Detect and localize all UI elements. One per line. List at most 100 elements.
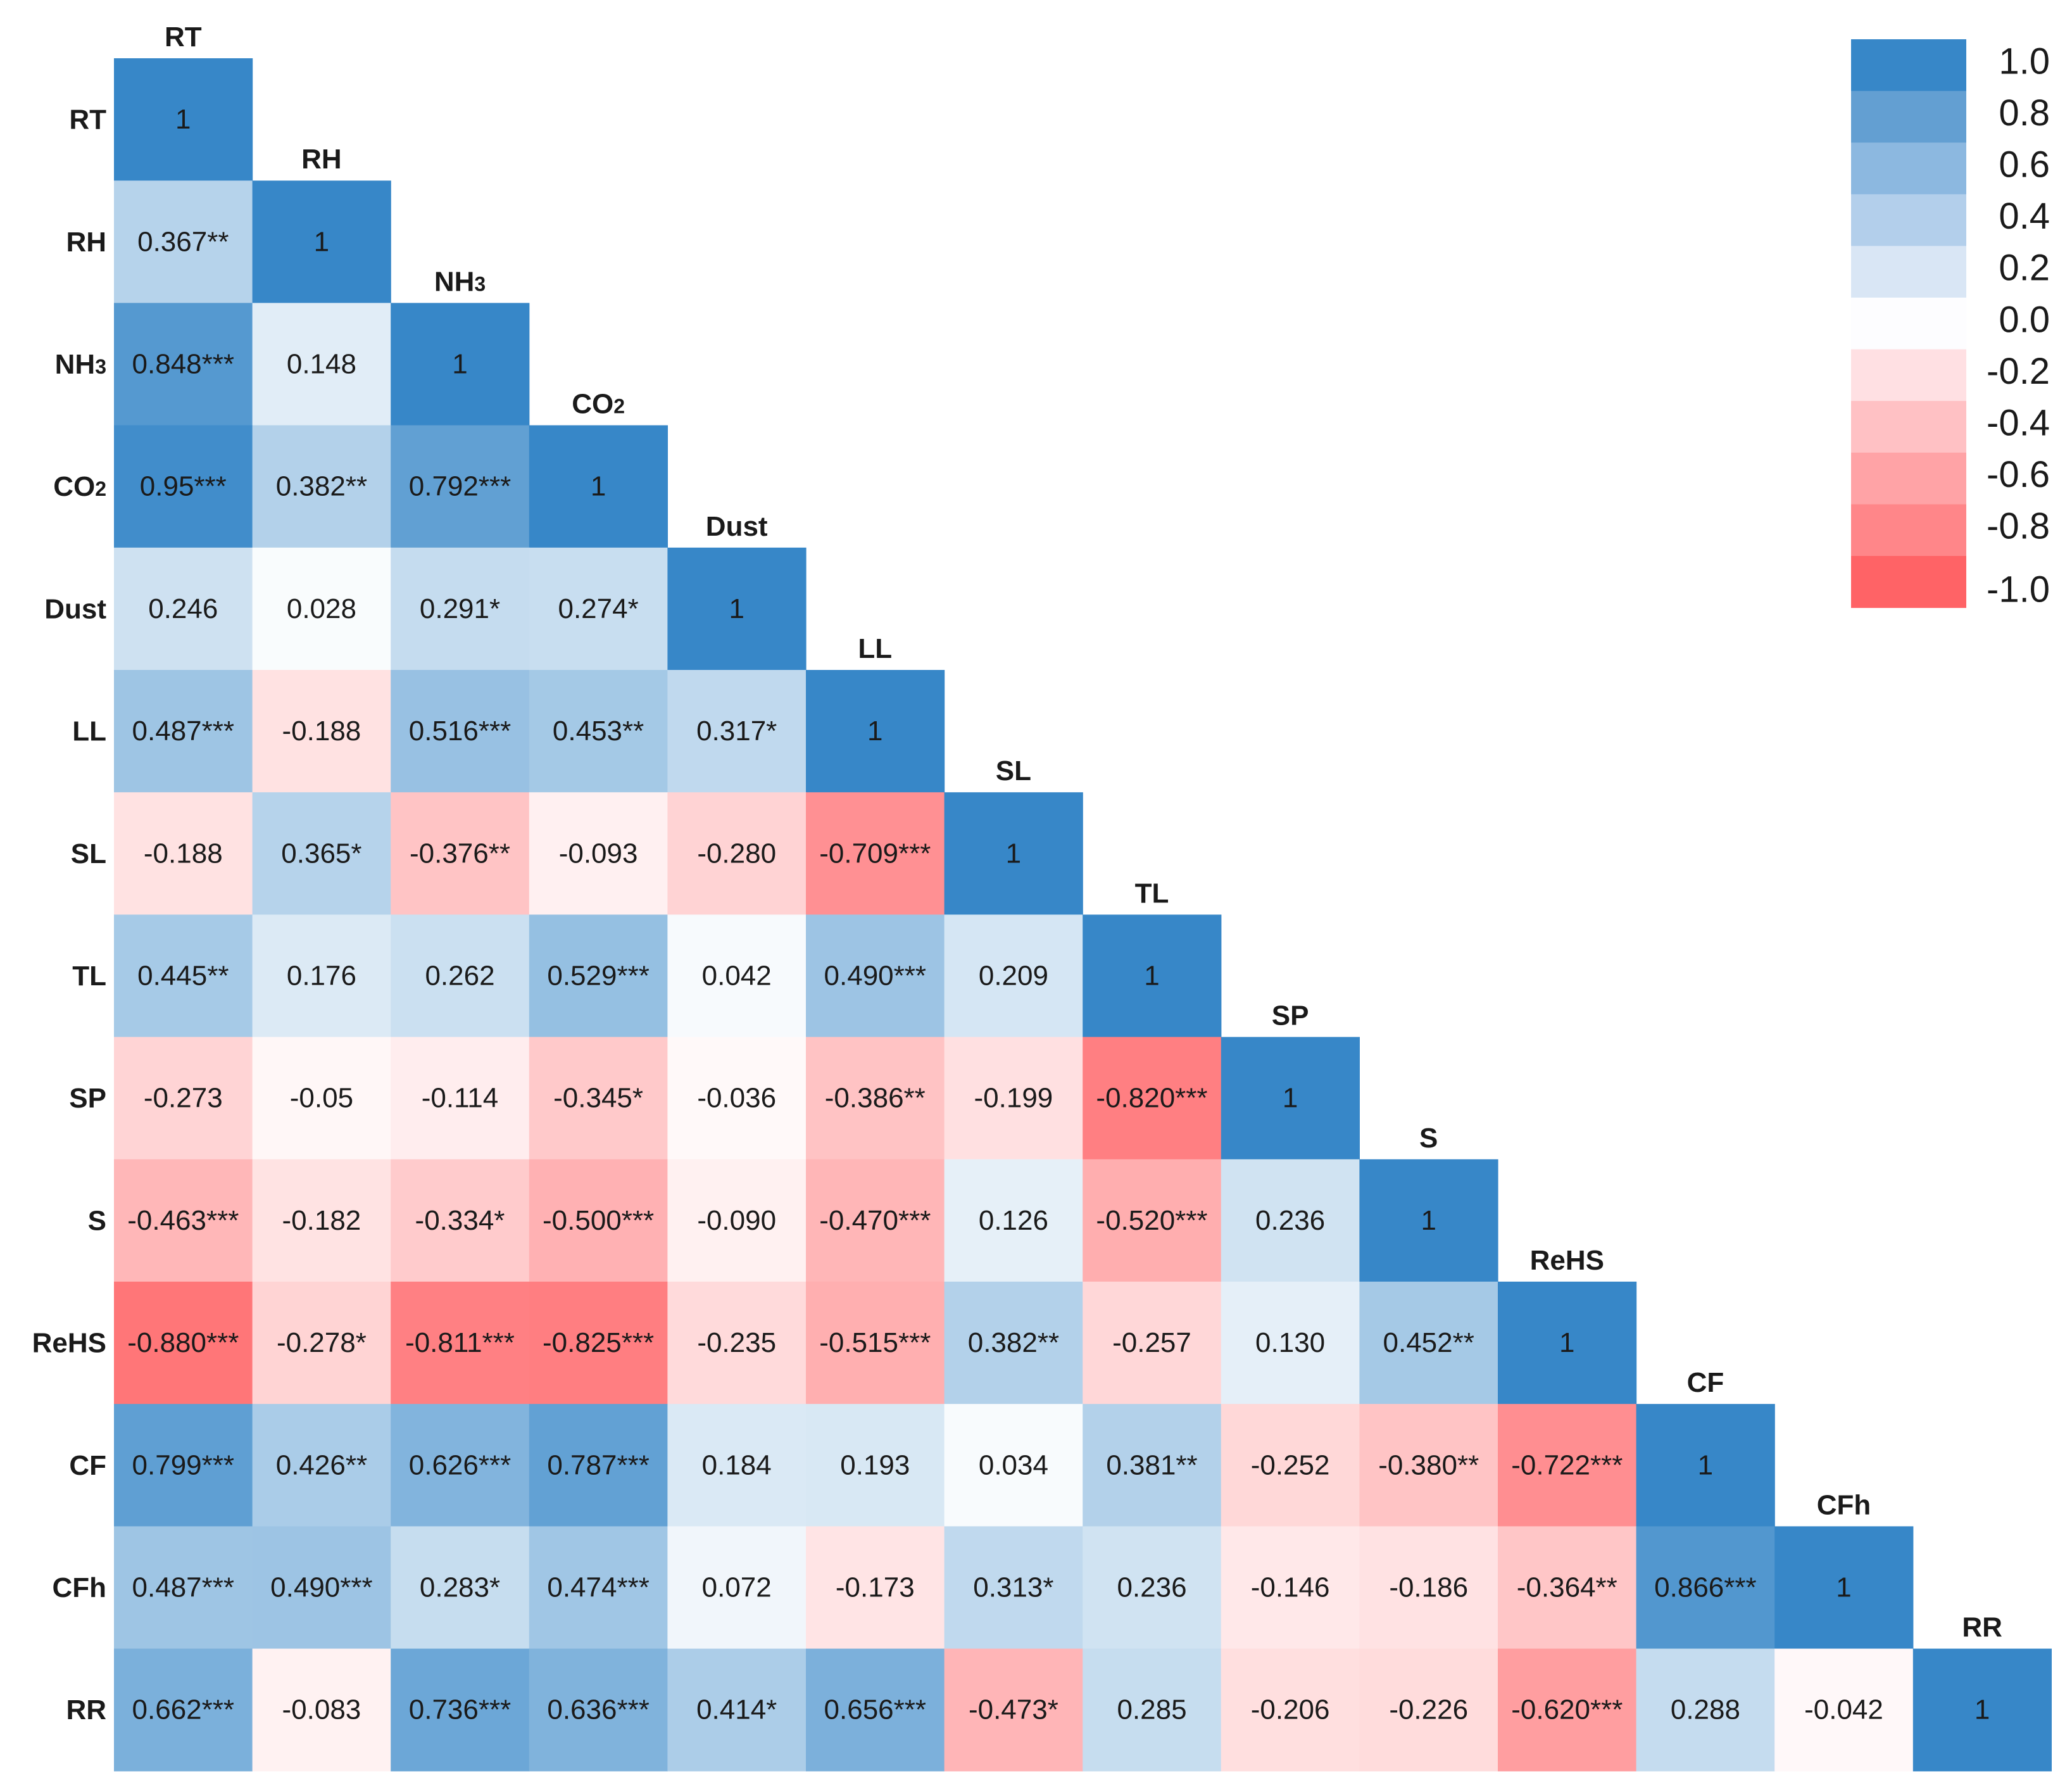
- heatmap-cell-cf-sp: [1221, 1404, 1360, 1527]
- cell-label-sl-rt: -0.188: [144, 838, 223, 869]
- legend-swatch: [1851, 556, 1966, 609]
- heatmap-cell-sl-sl: [944, 792, 1083, 915]
- heatmap-cell-tl-tl: [1083, 914, 1222, 1038]
- heatmap-cell-sp-dust: [667, 1037, 807, 1160]
- cell-label-dust-dust: 1: [729, 593, 744, 624]
- heatmap-cell-rehs-sl: [944, 1282, 1083, 1404]
- legend: 1.0 0.8 0.6 0.4 0.2 0.0 -0.2 -0.4 -0.6 -0.8 -1.0: [1851, 39, 2050, 610]
- col-label-sl-text: SL: [996, 755, 1031, 786]
- row-label-rh: RH: [66, 226, 106, 257]
- cell-label-co2-nh3: 0.792***: [409, 471, 511, 502]
- col-label-s: S: [1419, 1122, 1438, 1153]
- row-label-rr-text: RR: [66, 1694, 106, 1726]
- row-label-rt: RT: [69, 104, 106, 135]
- cell-label-s-tl: -0.520***: [1096, 1205, 1207, 1236]
- cell-label-sp-sl: -0.199: [974, 1083, 1053, 1114]
- heatmap-cell-sp-nh3: [391, 1037, 530, 1160]
- legend-swatch: [1851, 39, 1966, 92]
- legend-swatch: [1851, 142, 1966, 195]
- heatmap-cell-cfh-sl: [944, 1526, 1083, 1650]
- legend-swatch: [1851, 194, 1966, 246]
- cell-label-cf-s: -0.380**: [1378, 1449, 1479, 1480]
- heatmap-cell-cf-cf: [1636, 1404, 1775, 1527]
- cell-label-tl-sl: 0.209: [979, 961, 1048, 992]
- col-label-rh-text: RH: [301, 144, 342, 175]
- cell-label-rr-dust: 0.414*: [696, 1694, 777, 1726]
- col-label-co2-text: CO: [572, 388, 613, 419]
- cell-label-cfh-co2: 0.474***: [547, 1572, 649, 1603]
- heatmap-cell-co2-nh3: [391, 425, 530, 548]
- cell-label-s-rt: -0.463***: [127, 1205, 239, 1236]
- heatmap-cell-rr-rr: [1912, 1648, 2052, 1772]
- cell-label-cfh-tl: 0.236: [1117, 1572, 1186, 1603]
- row-label-sp-text: SP: [69, 1083, 106, 1114]
- heatmap-cell-s-rh: [252, 1159, 391, 1282]
- heatmap-cell-cfh-s: [1359, 1526, 1498, 1650]
- heatmap-cell-rehs-ll: [806, 1282, 945, 1404]
- heatmap-cell-sp-sl: [944, 1037, 1083, 1160]
- heatmap-cell-s-nh3: [391, 1159, 530, 1282]
- cell-label-rt-rt: 1: [175, 104, 191, 135]
- cell-label-s-sl: 0.126: [979, 1205, 1048, 1236]
- cell-label-cf-ll: 0.193: [840, 1449, 910, 1480]
- cell-label-cfh-rehs: -0.364**: [1517, 1572, 1617, 1603]
- heatmap-cell-s-sp: [1221, 1159, 1360, 1282]
- cell-label-nh3-nh3: 1: [452, 349, 467, 380]
- heatmap-cell-cfh-rh: [252, 1526, 391, 1650]
- cell-label-cfh-sl: 0.313*: [973, 1572, 1053, 1603]
- col-label-rt-text: RT: [165, 22, 202, 53]
- row-label-s: S: [88, 1205, 106, 1236]
- cell-label-ll-ll: 1: [867, 716, 882, 747]
- cell-label-cf-tl: 0.381**: [1106, 1449, 1197, 1480]
- legend-swatch: [1851, 349, 1966, 401]
- heatmap-cell-rr-nh3: [391, 1648, 530, 1772]
- cell-label-cf-dust: 0.184: [702, 1449, 772, 1480]
- cell-label-rehs-s: 0.452**: [1383, 1327, 1474, 1358]
- cell-label-s-dust: -0.090: [697, 1205, 776, 1236]
- heatmap-cell-rr-co2: [529, 1648, 668, 1772]
- heatmap-cell-sl-dust: [667, 792, 807, 915]
- heatmap-cell-cfh-sp: [1221, 1526, 1360, 1650]
- heatmap-cell-rr-tl: [1083, 1648, 1222, 1772]
- col-label-cfh: CFh: [1817, 1489, 1871, 1520]
- col-label-nh3: NH3: [434, 266, 486, 297]
- cell-label-sl-nh3: -0.376**: [410, 838, 510, 869]
- legend-tick-label: -1.0: [1987, 569, 2050, 610]
- cell-label-sl-dust: -0.280: [697, 838, 776, 869]
- col-label-sp-text: SP: [1272, 1000, 1309, 1031]
- row-label-nh3-subscript: 3: [95, 355, 106, 378]
- col-label-nh3-subscript: 3: [474, 272, 486, 295]
- heatmap-cell-nh3-nh3: [391, 303, 530, 426]
- cell-label-sp-co2: -0.345*: [553, 1083, 643, 1114]
- legend-tick-label: 0.4: [1999, 196, 2050, 237]
- cell-label-sl-sl: 1: [1006, 838, 1021, 869]
- cell-label-dust-rt: 0.246: [148, 593, 218, 624]
- cell-label-s-nh3: -0.334*: [415, 1205, 505, 1236]
- heatmap-cell-co2-rh: [252, 425, 391, 548]
- cell-label-rehs-sl: 0.382**: [968, 1327, 1059, 1358]
- heatmap-cell-cf-ll: [806, 1404, 945, 1527]
- heatmap-cell-rh-rh: [252, 180, 391, 303]
- heatmap-cell-dust-rt: [114, 547, 253, 671]
- heatmap-cell-cf-co2: [529, 1404, 668, 1527]
- heatmap-cell-ll-co2: [529, 670, 668, 793]
- cell-label-rh-rh: 1: [314, 226, 329, 257]
- heatmap-cell-rehs-dust: [667, 1282, 807, 1404]
- cell-label-dust-rh: 0.028: [287, 593, 356, 624]
- col-label-ll: LL: [858, 633, 892, 664]
- heatmap-cell-tl-rt: [114, 914, 253, 1038]
- heatmap-cell-rr-cfh: [1774, 1648, 1914, 1772]
- legend-swatch: [1851, 91, 1966, 143]
- cell-label-cf-sp: -0.252: [1251, 1449, 1330, 1480]
- heatmap-cell-tl-ll: [806, 914, 945, 1038]
- heatmap-cell-dust-nh3: [391, 547, 530, 671]
- cell-label-s-ll: -0.470***: [819, 1205, 931, 1236]
- legend-tick-label: -0.2: [1987, 351, 2050, 392]
- heatmap-cell-sp-co2: [529, 1037, 668, 1160]
- heatmap-cell-co2-rt: [114, 425, 253, 548]
- col-label-cf: CF: [1687, 1367, 1724, 1398]
- heatmap-cell-cfh-nh3: [391, 1526, 530, 1650]
- cell-label-rehs-tl: -0.257: [1112, 1327, 1191, 1358]
- cell-label-rehs-nh3: -0.811***: [405, 1327, 515, 1358]
- cell-label-rr-ll: 0.656***: [824, 1694, 926, 1726]
